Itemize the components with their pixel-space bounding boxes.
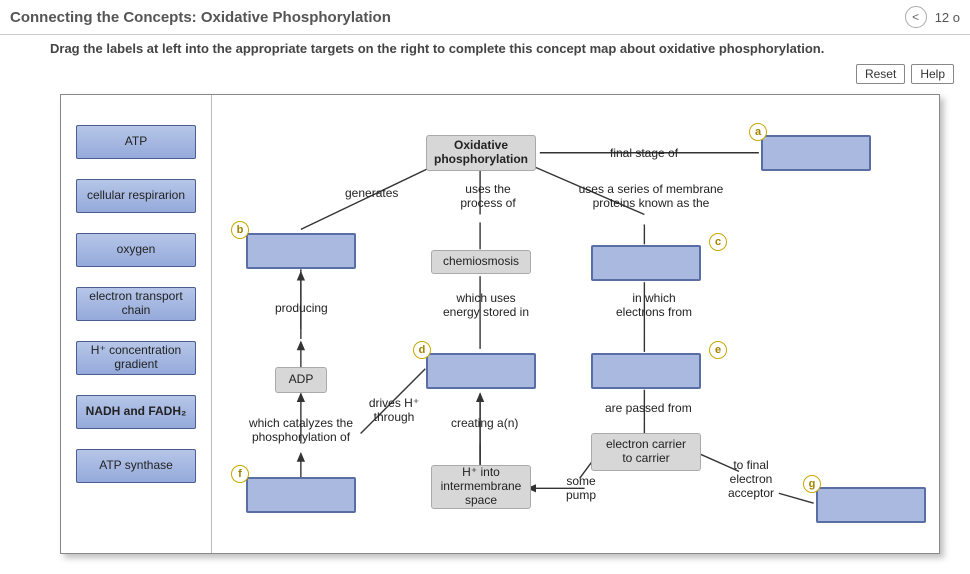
- link-are-passed: are passed from: [601, 400, 696, 418]
- badge-b: b: [231, 221, 249, 239]
- drop-target-f[interactable]: [246, 477, 356, 513]
- label-text: electron transport chain: [81, 290, 191, 318]
- badge-g: g: [803, 475, 821, 493]
- drag-label-etc[interactable]: electron transport chain: [76, 287, 196, 321]
- concept-map-panel: ATP cellular respirarion oxygen electron…: [60, 94, 940, 554]
- page-counter: 12 o: [935, 10, 960, 25]
- node-text: H⁺ into intermembrane space: [440, 466, 522, 507]
- label-text: cellular respirarion: [87, 189, 185, 203]
- link-to-final: to final electron acceptor: [721, 457, 781, 502]
- drag-label-atpsyn[interactable]: ATP synthase: [76, 449, 196, 483]
- page-title: Connecting the Concepts: Oxidative Phosp…: [10, 9, 391, 26]
- page-header: Connecting the Concepts: Oxidative Phosp…: [0, 0, 970, 35]
- link-some-pump: some pump: [556, 473, 606, 505]
- label-text: H⁺ concentration gradient: [81, 344, 191, 372]
- drop-target-d[interactable]: [426, 353, 536, 389]
- drop-target-c[interactable]: [591, 245, 701, 281]
- help-button[interactable]: Help: [911, 64, 954, 84]
- label-text: ATP synthase: [99, 459, 173, 473]
- drag-label-oxygen[interactable]: oxygen: [76, 233, 196, 267]
- link-generates: generates: [341, 185, 402, 203]
- drag-label-hgrad[interactable]: H⁺ concentration gradient: [76, 341, 196, 375]
- link-producing: producing: [271, 300, 332, 318]
- instructions-text: Drag the labels at left into the appropr…: [0, 35, 970, 60]
- drop-target-b[interactable]: [246, 233, 356, 269]
- badge-c: c: [709, 233, 727, 251]
- link-which-cat: which catalyzes the phosphorylation of: [236, 415, 366, 447]
- link-creating: creating a(n): [447, 415, 522, 433]
- drop-target-g[interactable]: [816, 487, 926, 523]
- drag-label-cellresp[interactable]: cellular respirarion: [76, 179, 196, 213]
- node-ec2c: electron carrier to carrier: [591, 433, 701, 471]
- node-root: Oxidative phosphorylation: [426, 135, 536, 171]
- link-in-which: in which electrons from: [609, 290, 699, 322]
- drag-label-nadh[interactable]: NADH and FADH₂: [76, 395, 196, 429]
- header-right: < 12 o: [905, 6, 960, 28]
- drop-target-e[interactable]: [591, 353, 701, 389]
- label-text: NADH and FADH₂: [86, 405, 187, 419]
- node-text: electron carrier to carrier: [600, 438, 692, 466]
- toolbar: Reset Help: [856, 64, 954, 84]
- node-chemiosmosis: chemiosmosis: [431, 250, 531, 274]
- badge-a: a: [749, 123, 767, 141]
- node-hplus: H⁺ into intermembrane space: [431, 465, 531, 509]
- link-drives: drives H⁺ through: [359, 395, 429, 427]
- node-adp: ADP: [275, 367, 327, 393]
- node-text: ADP: [289, 373, 314, 387]
- prev-button[interactable]: <: [905, 6, 927, 28]
- link-uses-process: uses the process of: [453, 181, 523, 213]
- link-which-uses: which uses energy stored in: [436, 290, 536, 322]
- node-text: Oxidative phosphorylation: [434, 139, 528, 167]
- chevron-left-icon: <: [912, 10, 919, 24]
- reset-button[interactable]: Reset: [856, 64, 905, 84]
- badge-d: d: [413, 341, 431, 359]
- node-text: chemiosmosis: [443, 255, 519, 269]
- drop-target-a[interactable]: [761, 135, 871, 171]
- drag-label-atp[interactable]: ATP: [76, 125, 196, 159]
- link-final-stage: final stage of: [606, 145, 682, 163]
- badge-e: e: [709, 341, 727, 359]
- label-text: oxygen: [117, 243, 156, 257]
- link-uses-series: uses a series of membrane proteins known…: [561, 181, 741, 213]
- label-text: ATP: [125, 135, 147, 149]
- badge-f: f: [231, 465, 249, 483]
- divider: [211, 95, 212, 553]
